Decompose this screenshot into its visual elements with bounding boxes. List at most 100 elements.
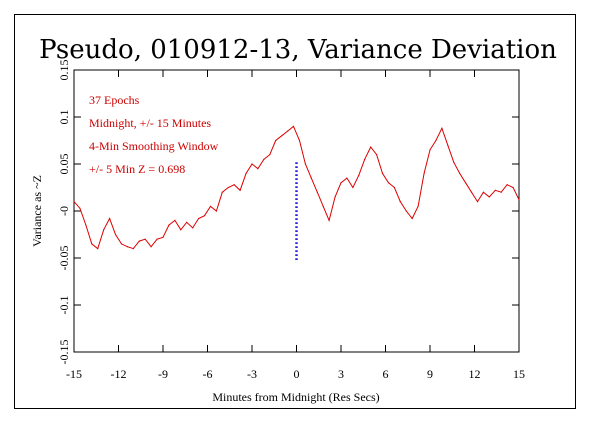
data-point xyxy=(109,217,111,220)
ticks-group xyxy=(73,69,520,353)
x-tick-label: -15 xyxy=(66,367,82,381)
data-point xyxy=(476,201,479,203)
data-point xyxy=(304,163,306,165)
data-point xyxy=(138,240,140,242)
x-tick-label: 6 xyxy=(383,367,389,381)
data-point xyxy=(97,248,99,250)
data-point xyxy=(85,224,87,226)
data-point xyxy=(150,246,152,248)
data-point xyxy=(168,224,170,226)
data-point xyxy=(126,246,128,248)
data-point xyxy=(381,172,384,174)
x-tick-label: 15 xyxy=(513,367,525,381)
y-tick-label: -0.15 xyxy=(57,340,71,365)
data-point xyxy=(364,158,366,160)
data-point xyxy=(275,139,277,142)
x-tick-label: -12 xyxy=(111,367,127,381)
data-point xyxy=(186,221,188,223)
data-point xyxy=(328,219,330,221)
chart-title: Pseudo, 010912-13, Variance Deviation xyxy=(39,35,557,65)
data-point xyxy=(334,196,336,198)
data-point xyxy=(103,229,105,231)
data-point xyxy=(500,191,502,193)
data-point xyxy=(203,215,206,217)
data-point xyxy=(340,182,342,184)
data-point xyxy=(120,243,123,245)
data-point xyxy=(245,172,247,174)
data-point xyxy=(269,154,271,156)
data-point xyxy=(370,146,372,148)
y-tick-label: -0 xyxy=(57,206,71,216)
data-point xyxy=(132,248,134,250)
data-point xyxy=(405,210,407,212)
data-point xyxy=(144,238,146,240)
data-point xyxy=(298,139,301,142)
data-point xyxy=(429,149,431,151)
data-point xyxy=(465,182,467,184)
data-point xyxy=(73,201,75,203)
data-point xyxy=(346,177,348,179)
data-point xyxy=(251,163,253,165)
y-tick-label: 0.05 xyxy=(57,154,71,175)
annotation-text: Midnight, +/- 15 Minutes xyxy=(89,116,211,130)
annotation-text: 37 Epochs xyxy=(89,93,140,107)
data-point xyxy=(316,191,318,193)
data-point xyxy=(435,139,437,142)
data-point xyxy=(281,135,283,137)
y-tick-label: 0.1 xyxy=(57,110,71,125)
y-tick-label: -0.1 xyxy=(57,296,71,315)
data-point xyxy=(399,201,401,203)
data-point xyxy=(287,130,289,132)
data-point xyxy=(482,191,484,193)
outer-frame xyxy=(14,14,576,409)
data-point xyxy=(114,233,117,236)
data-point xyxy=(453,161,455,163)
data-point xyxy=(518,199,520,201)
tick-labels-group: -15 -12 -9 -6 -3 0 3 6 9 12 15 -0.15 -0.1 -0.05 -0 0.05… xyxy=(57,60,525,382)
x-tick-label: 3 xyxy=(338,367,344,381)
data-point xyxy=(387,182,390,184)
data-point xyxy=(263,158,265,160)
data-point xyxy=(174,219,176,221)
x-tick-label: -3 xyxy=(247,367,257,381)
data-point xyxy=(441,127,443,129)
data-point xyxy=(393,186,395,189)
data-point xyxy=(180,229,182,231)
data-point xyxy=(257,168,259,170)
data-point xyxy=(192,227,194,229)
data-point xyxy=(512,186,514,189)
data-point xyxy=(358,174,360,176)
data-point xyxy=(310,177,312,179)
data-point xyxy=(162,236,164,238)
data-point xyxy=(423,172,425,174)
data-point xyxy=(352,186,354,189)
annotation-text: +/- 5 Min Z = 0.698 xyxy=(89,162,185,176)
x-tick-label: 0 xyxy=(294,367,300,381)
data-point xyxy=(215,210,217,212)
y-axis-label: Variance as ~Z xyxy=(30,175,44,247)
y-tick-label: 0.15 xyxy=(57,60,71,81)
data-point xyxy=(292,125,295,127)
x-axis-label: Minutes from Midnight (Res Secs) xyxy=(212,390,379,404)
x-tick-label: -6 xyxy=(203,367,213,381)
x-tick-label: -9 xyxy=(158,367,168,381)
data-point xyxy=(411,217,413,220)
data-point xyxy=(91,243,93,245)
data-point xyxy=(494,189,496,191)
data-point xyxy=(488,196,490,198)
data-point xyxy=(376,154,378,156)
series-layer xyxy=(73,125,520,260)
data-point xyxy=(221,191,223,193)
data-point xyxy=(156,238,158,240)
y-tick-label: -0.05 xyxy=(57,246,71,271)
data-point xyxy=(239,189,241,191)
data-point xyxy=(417,205,419,207)
data-point xyxy=(506,184,508,186)
data-point xyxy=(470,191,473,193)
annotation-text: 4-Min Smoothing Window xyxy=(89,139,219,153)
data-point xyxy=(459,172,461,174)
data-point xyxy=(198,217,200,220)
data-point xyxy=(79,207,81,209)
